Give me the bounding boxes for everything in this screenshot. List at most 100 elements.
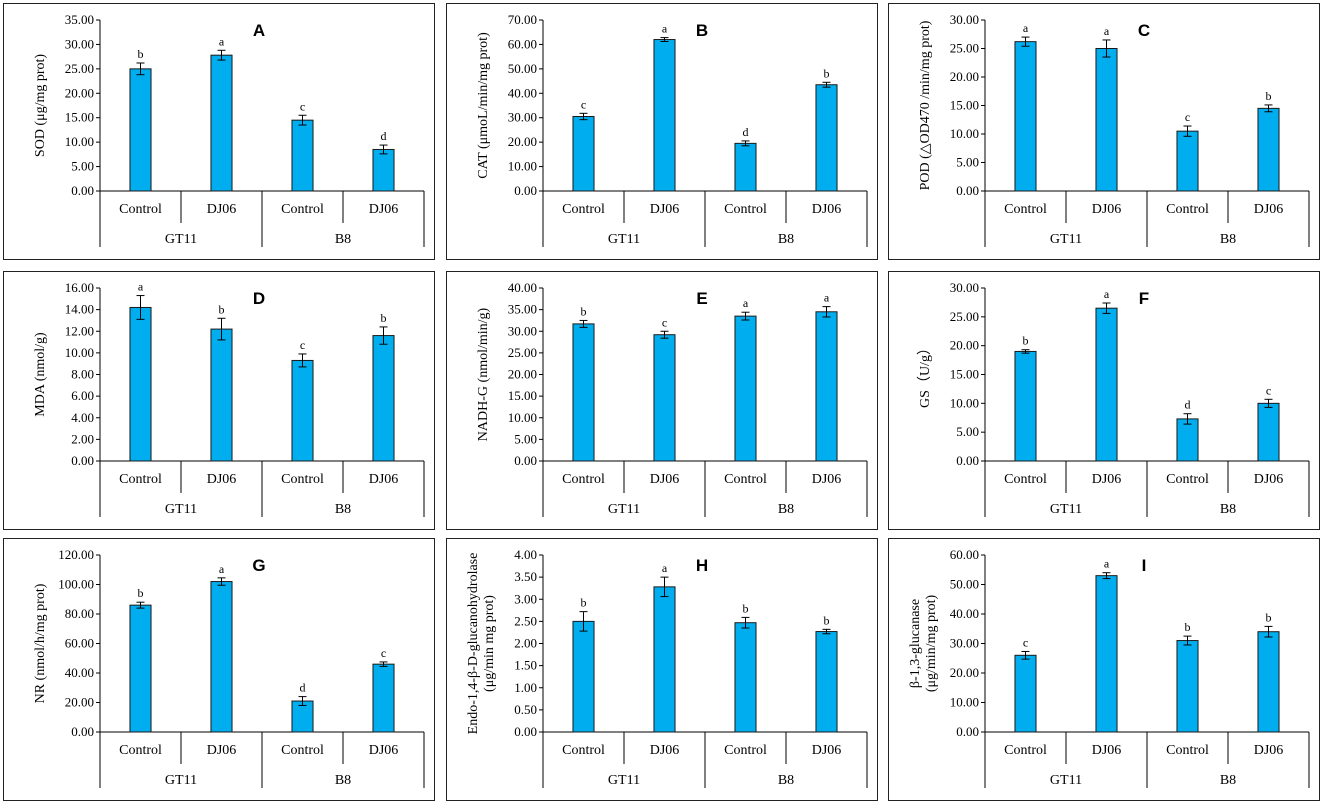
y-tick-label: 25.00: [508, 345, 537, 360]
bar-dj06-gt11: [1095, 48, 1118, 192]
panel-a: 0.00 5.00 10.00 15.00 20.00 25.00 30.00 35.00 SO…: [3, 3, 435, 260]
bar-dj06-gt11: [653, 39, 676, 192]
panel-b: 0.00 10.00 20.00 30.00 40.00 50.00 60.00 70.00 C…: [446, 3, 878, 260]
significance-letter: c: [581, 97, 586, 111]
category-label: Control: [1166, 202, 1209, 217]
y-tick-label: 30.00: [950, 280, 979, 295]
y-tick-label: 10.00: [65, 134, 94, 149]
significance-letter: b: [219, 302, 225, 316]
panel-h: 0.00 0.50 1.00 1.50 2.00 2.50 3.00 3.50 4.00 Endo…: [446, 538, 878, 801]
significance-letter: b: [1023, 334, 1029, 348]
significance-letter: c: [662, 315, 667, 329]
category-label: Control: [1004, 472, 1047, 487]
category-label: DJ06: [812, 743, 842, 758]
panel-i: 0.00 10.00 20.00 30.00 40.00 50.00 60.00 β-1,3-…: [888, 538, 1320, 801]
y-tick-label: 5.00: [956, 155, 979, 170]
error-bar: [1264, 625, 1273, 638]
bar-control-gt11: [129, 68, 152, 192]
bar-dj06-b8: [1257, 107, 1280, 192]
category-label: DJ06: [1092, 743, 1122, 758]
y-axis-label: CAT (μmoL/min/mg prot): [476, 32, 491, 179]
y-axis-label: NR (nmol/h/mg prot): [33, 583, 48, 703]
y-axis-label: POD (△OD470 /min/mg prot): [918, 20, 933, 190]
significance-letter: d: [381, 129, 387, 143]
y-tick-label: 3.50: [514, 569, 537, 584]
category-label: Control: [281, 472, 324, 487]
bar-control-gt11: [1014, 654, 1037, 733]
significance-letter: a: [743, 296, 749, 310]
category-label: Control: [1004, 202, 1047, 217]
y-axis-label: MDA (nmol/g): [33, 332, 48, 417]
y-tick-label: 35.00: [508, 302, 537, 317]
chart-svg-f: 0.00 5.00 10.00 15.00 20.00 25.00 30.00 GS（U/g）…: [917, 280, 1310, 517]
bar-control-gt11: [1014, 350, 1037, 462]
chart-svg-a: 0.00 5.00 10.00 15.00 20.00 25.00 30.00 35.00 SO…: [33, 12, 425, 247]
category-label: Control: [562, 472, 605, 487]
y-tick-label: 0.00: [514, 724, 537, 739]
error-bar: [579, 611, 588, 632]
significance-letter: b: [138, 586, 144, 600]
y-axis-label: SOD (μg/mg prot): [33, 54, 48, 158]
error-bar: [1264, 104, 1273, 113]
y-tick-label: 30.00: [65, 36, 94, 51]
category-label: DJ06: [812, 202, 842, 217]
group-label: GT11: [608, 502, 640, 517]
y-tick-label: 10.00: [950, 126, 979, 141]
y-tick-label: 4.00: [514, 547, 537, 562]
category-label: DJ06: [369, 743, 399, 758]
y-tick-label: 20.00: [950, 338, 979, 353]
panel-e: 0.00 5.00 10.00 15.00 20.00 25.00 30.00 35.00 40…: [446, 271, 878, 530]
y-tick-label: 10.00: [950, 395, 979, 410]
group-label: GT11: [1050, 232, 1082, 247]
bar-control-gt11: [572, 115, 595, 192]
y-tick-label: 0.00: [71, 453, 94, 468]
y-tick-label: 20.00: [508, 367, 537, 382]
significance-letter: b: [138, 47, 144, 61]
category-label: DJ06: [650, 202, 680, 217]
significance-letter: a: [219, 562, 225, 576]
group-label: GT11: [1050, 773, 1082, 788]
y-axis-label-units: (μg/min mg prot): [482, 595, 497, 692]
y-tick-label: 20.00: [950, 69, 979, 84]
y-tick-label: 15.00: [950, 367, 979, 382]
category-label: Control: [1166, 743, 1209, 758]
category-label: DJ06: [369, 472, 399, 487]
panel-f: 0.00 5.00 10.00 15.00 20.00 25.00 30.00 GS（U/g）…: [888, 271, 1320, 530]
panel-d: 0.00 2.00 4.00 6.00 8.00 10.00 12.00 14.00 16.00…: [3, 271, 435, 530]
panel-c: 0.00 5.00 10.00 15.00 20.00 25.00 30.00 POD (△O…: [888, 3, 1320, 260]
y-tick-label: 20.00: [65, 695, 94, 710]
y-tick-label: 10.00: [65, 345, 94, 360]
bar-dj06-b8: [372, 335, 395, 462]
bar-control-b8: [734, 622, 757, 733]
bar-dj06-gt11: [653, 586, 676, 733]
group-label: B8: [335, 232, 351, 247]
y-tick-label: 25.00: [950, 309, 979, 324]
panel-letter: H: [696, 556, 708, 575]
significance-letter: a: [662, 561, 668, 575]
y-tick-label: 50.00: [508, 61, 537, 76]
error-bar: [1021, 36, 1030, 47]
chart-svg-e: 0.00 5.00 10.00 15.00 20.00 25.00 30.00 35.00 40…: [476, 280, 868, 517]
category-label: Control: [724, 743, 767, 758]
error-bar: [579, 319, 588, 328]
y-tick-label: 0.00: [71, 724, 94, 739]
error-bar: [298, 353, 307, 368]
y-tick-label: 60.00: [508, 36, 537, 51]
error-bar: [217, 317, 226, 341]
error-bar: [1183, 635, 1192, 646]
category-label: Control: [119, 472, 162, 487]
significance-letter: d: [743, 125, 749, 139]
bar-dj06-b8: [1257, 631, 1280, 733]
bar-dj06-b8: [1257, 402, 1280, 462]
significance-letter: c: [381, 646, 386, 660]
category-label: DJ06: [207, 472, 237, 487]
significance-letter: a: [824, 291, 830, 305]
significance-letter: b: [824, 66, 830, 80]
bar-dj06-gt11: [210, 581, 233, 733]
category-label: Control: [724, 202, 767, 217]
group-label: B8: [778, 232, 794, 247]
y-tick-label: 10.00: [508, 159, 537, 174]
y-tick-label: 3.00: [514, 591, 537, 606]
y-tick-label: 16.00: [65, 280, 94, 295]
panel-letter: C: [1138, 21, 1150, 40]
